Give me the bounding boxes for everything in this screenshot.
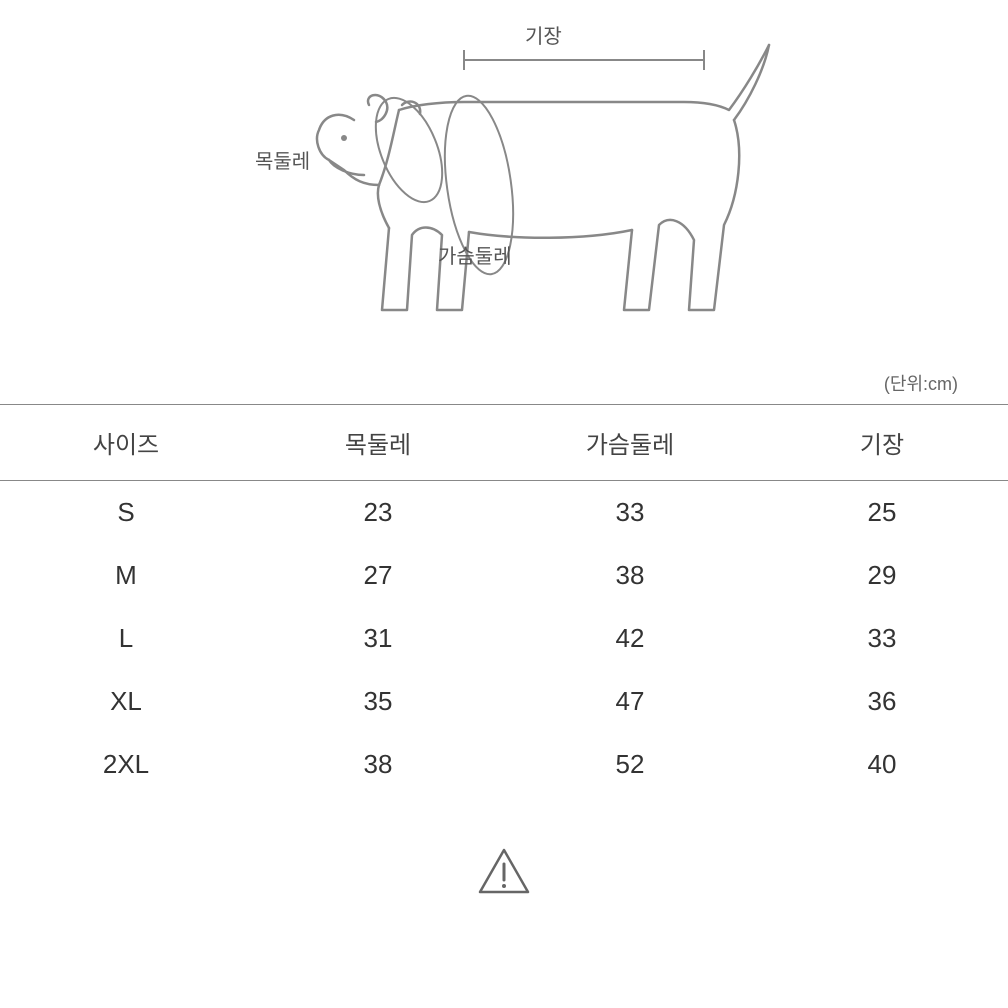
- col-length: 기장: [756, 405, 1008, 481]
- table-row: S 23 33 25: [0, 481, 1008, 545]
- unit-label: (단위:cm): [0, 370, 1008, 396]
- table-row: XL 35 47 36: [0, 670, 1008, 733]
- table-row: L 31 42 33: [0, 607, 1008, 670]
- col-size: 사이즈: [0, 405, 252, 481]
- dog-outline-svg: [204, 10, 804, 350]
- table-header-row: 사이즈 목둘레 가슴둘레 기장: [0, 405, 1008, 481]
- diagram-label-neck: 목둘레: [255, 145, 310, 174]
- measurement-diagram: 기장 목둘레 가슴둘레: [0, 0, 1008, 360]
- table-row: M 27 38 29: [0, 544, 1008, 607]
- table-row: 2XL 38 52 40: [0, 733, 1008, 796]
- diagram-label-chest: 가슴둘레: [438, 240, 512, 269]
- size-table: 사이즈 목둘레 가슴둘레 기장 S 23 33 25 M 27 38 29 L …: [0, 404, 1008, 796]
- diagram-label-length: 기장: [525, 20, 562, 49]
- col-chest: 가슴둘레: [504, 405, 756, 481]
- warning-icon: [0, 846, 1008, 898]
- col-neck: 목둘레: [252, 405, 504, 481]
